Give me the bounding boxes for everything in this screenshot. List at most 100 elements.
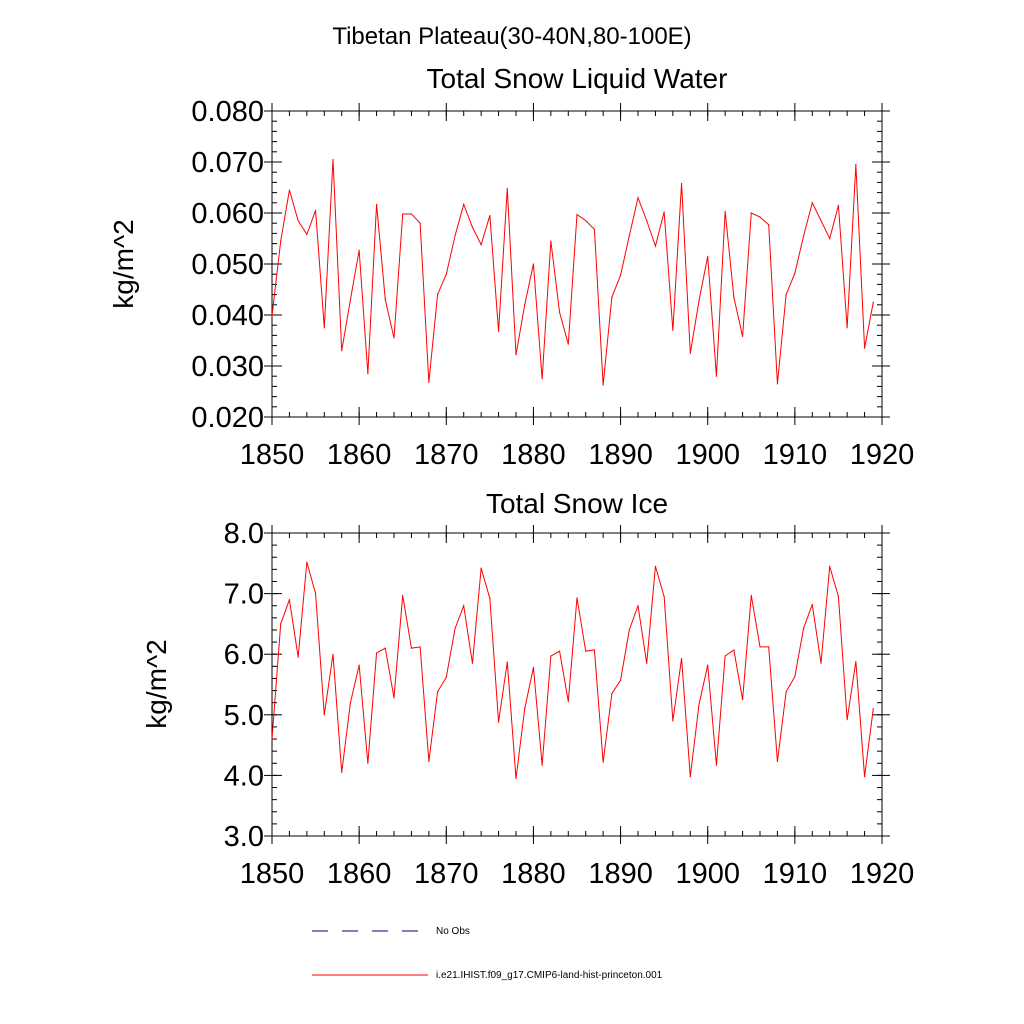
data-point xyxy=(646,662,648,664)
data-point xyxy=(271,315,273,317)
data-point xyxy=(619,274,622,276)
data-point xyxy=(402,213,404,215)
data-point xyxy=(741,335,744,338)
y-tick-label: 6.0 xyxy=(224,639,264,671)
data-point xyxy=(680,182,683,185)
figure-suptitle: Tibetan Plateau(30-40N,80-100E) xyxy=(332,23,691,50)
data-point xyxy=(724,655,726,657)
data-point xyxy=(785,294,787,296)
data-point xyxy=(358,664,360,666)
data-point xyxy=(602,384,604,386)
data-point xyxy=(393,337,395,339)
series-line-model xyxy=(271,561,874,779)
data-point xyxy=(707,255,709,257)
y-axis-label: kg/m^2 xyxy=(141,639,172,728)
y-tick-label: 5.0 xyxy=(224,700,264,732)
data-point xyxy=(863,776,866,778)
data-point xyxy=(646,220,648,222)
chart-panel-snow-liquid-water: Total Snow Liquid Water kg/m^2 1850 1860 1… xyxy=(108,63,914,471)
data-point xyxy=(349,702,352,704)
y-tick-label: 0.060 xyxy=(191,198,264,230)
data-point xyxy=(820,662,822,664)
y-axis-label: kg/m^2 xyxy=(108,219,139,308)
data-point xyxy=(367,373,369,375)
x-tick-label: 1920 xyxy=(850,858,915,890)
data-point xyxy=(445,273,447,275)
data-point xyxy=(271,738,273,740)
x-tick-label: 1880 xyxy=(501,439,566,471)
x-tick-label: 1920 xyxy=(850,439,915,471)
data-point xyxy=(750,594,752,597)
data-point xyxy=(332,653,334,655)
y-tick-label: 0.070 xyxy=(191,147,264,179)
chart-title: Total Snow Liquid Water xyxy=(427,63,728,94)
data-point xyxy=(794,272,796,274)
chart-panel-snow-ice: Total Snow Ice kg/m^2 1850 1860 1870 1880 18… xyxy=(141,488,914,890)
data-point xyxy=(402,594,404,597)
data-point xyxy=(454,628,456,630)
data-point xyxy=(471,662,474,664)
y-tick-label: 7.0 xyxy=(224,579,264,611)
data-point xyxy=(759,216,761,218)
data-point xyxy=(698,300,700,302)
data-point xyxy=(733,649,735,651)
y-tick-label: 0.080 xyxy=(191,96,264,128)
data-point xyxy=(550,240,552,242)
data-point xyxy=(558,650,561,652)
data-point xyxy=(576,597,578,599)
data-point xyxy=(802,627,805,629)
data-point xyxy=(611,692,613,695)
data-point xyxy=(811,603,813,606)
data-point xyxy=(393,697,395,699)
y-tick-label: 4.0 xyxy=(224,760,264,792)
data-point xyxy=(375,203,378,205)
data-point xyxy=(585,220,587,222)
data-point xyxy=(532,666,535,669)
data-point xyxy=(741,699,744,701)
series-line-model xyxy=(271,159,874,385)
data-point xyxy=(489,214,491,217)
data-point xyxy=(558,311,561,314)
data-point xyxy=(471,226,474,228)
data-point xyxy=(785,691,787,693)
data-point xyxy=(445,676,447,678)
data-point xyxy=(280,240,282,242)
data-point xyxy=(846,327,848,329)
data-point xyxy=(776,383,779,385)
data-point xyxy=(480,567,482,569)
data-point xyxy=(768,224,770,226)
x-tick-label: 1880 xyxy=(501,858,566,890)
data-point xyxy=(802,235,805,237)
data-point xyxy=(419,222,421,224)
data-point xyxy=(349,299,352,301)
data-point xyxy=(497,330,500,332)
series-points xyxy=(271,561,874,780)
data-point xyxy=(288,599,291,601)
data-point xyxy=(611,296,613,298)
data-point xyxy=(855,660,857,663)
data-point xyxy=(332,158,334,161)
data-point xyxy=(541,378,543,380)
data-point xyxy=(480,244,482,246)
data-point xyxy=(872,301,874,303)
data-point xyxy=(654,245,657,247)
data-point xyxy=(776,760,779,763)
data-point xyxy=(698,703,700,706)
data-point xyxy=(829,237,831,240)
data-point xyxy=(454,235,456,237)
data-point xyxy=(515,777,517,780)
y-tick-label: 0.050 xyxy=(191,249,264,281)
y-tick-label: 0.040 xyxy=(191,300,264,332)
data-point xyxy=(567,700,569,703)
data-point xyxy=(375,652,378,654)
data-point xyxy=(672,329,674,331)
x-tick-label: 1860 xyxy=(327,858,392,890)
x-tick-label: 1900 xyxy=(675,439,740,471)
plot-frame xyxy=(271,532,883,837)
legend-label-model: i.e21.IHIST.f09_g17.CMIP6-land-hist-prin… xyxy=(436,970,663,981)
data-point xyxy=(463,605,465,607)
data-point xyxy=(689,776,691,778)
data-point xyxy=(306,233,308,236)
data-point xyxy=(314,209,317,212)
